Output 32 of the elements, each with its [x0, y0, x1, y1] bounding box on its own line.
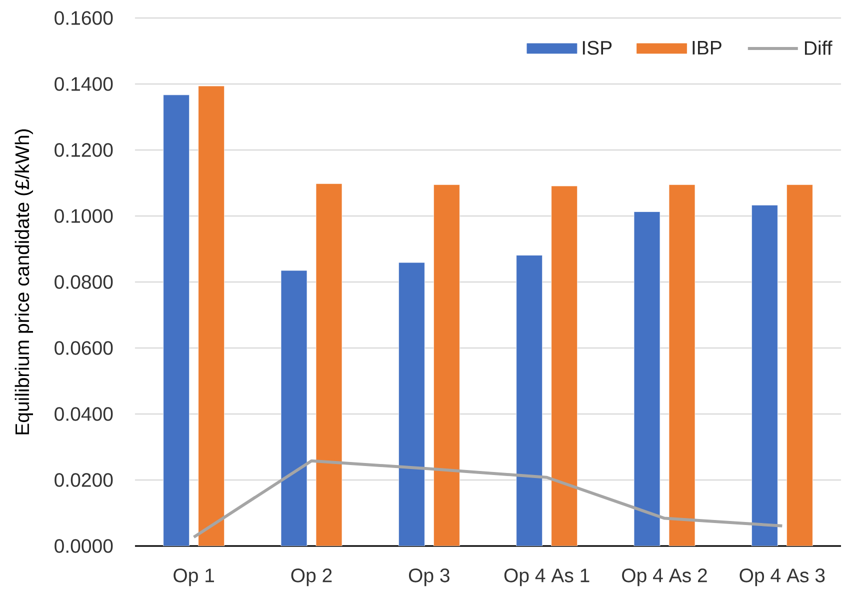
y-tick-label: 0.1400: [54, 77, 113, 91]
x-tick-label: Op 3: [408, 568, 450, 586]
bar: [398, 262, 425, 546]
bar: [551, 186, 578, 546]
legend-label: ISP: [582, 40, 612, 55]
y-tick-label: 0.1600: [54, 11, 113, 25]
x-tick-label: Op 1: [174, 568, 214, 586]
y-tick-label: 0.0000: [54, 539, 113, 553]
bar: [433, 184, 460, 546]
bar: [668, 184, 696, 546]
y-tick-label: 0.0400: [54, 407, 113, 421]
x-tick-label: Op 4 As 1: [504, 568, 590, 586]
legend-label: Diff: [804, 40, 832, 55]
bar: [280, 270, 308, 546]
bar: [198, 86, 225, 546]
y-tick-label: 0.1000: [54, 209, 113, 223]
bar: [516, 255, 543, 546]
y-tick-label: 0.1200: [54, 143, 113, 157]
y-tick-label: 0.0200: [54, 473, 113, 487]
bar: [634, 212, 660, 546]
y-tick-label: 0.0800: [54, 275, 113, 289]
bar: [751, 204, 778, 546]
y-tick-label: 0.0600: [54, 341, 113, 355]
x-tick-label: Op 2: [291, 568, 332, 586]
x-tick-label: Op 4 As 2: [622, 568, 707, 586]
legend-label: IBP: [692, 41, 722, 54]
x-tick-label: Op 4 As 3: [740, 568, 825, 586]
bar: [786, 184, 813, 546]
line-series: [192, 459, 784, 539]
y-axis-title: Equilibrium price candidate (£/kWh): [14, 129, 33, 434]
bar: [163, 94, 190, 546]
bar: [316, 183, 342, 546]
